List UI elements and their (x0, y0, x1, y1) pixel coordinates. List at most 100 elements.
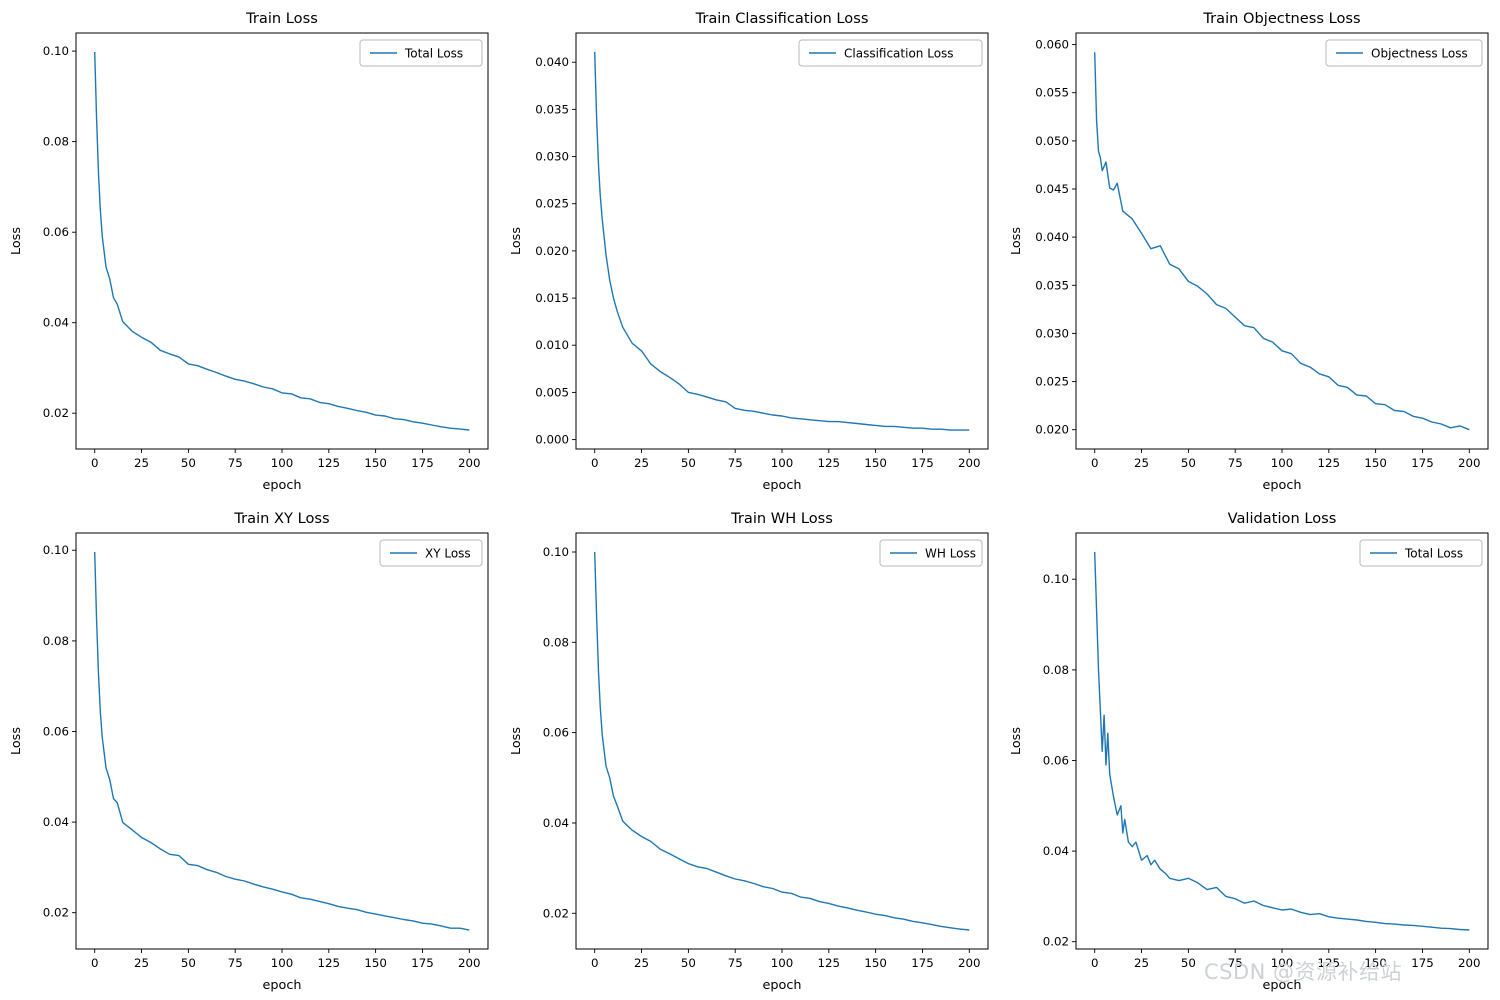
x-tick-label: 150 (864, 956, 887, 970)
legend: Objectness Loss (1325, 39, 1483, 67)
x-tick-label: 175 (411, 956, 434, 970)
x-tick-label: 100 (771, 456, 794, 470)
chart-title: Train Objectness Loss (1202, 10, 1360, 27)
x-tick-label: 200 (458, 956, 481, 970)
x-axis-label: epoch (763, 978, 802, 993)
chart-title: Train Loss (245, 10, 318, 27)
x-tick-label: 200 (1458, 456, 1481, 470)
y-tick-label: 0.025 (535, 197, 569, 211)
x-tick-label: 75 (228, 456, 243, 470)
y-tick-label: 0.035 (535, 102, 569, 116)
y-tick-label: 0.08 (543, 635, 569, 649)
y-axis-label: Loss (1009, 727, 1024, 755)
x-tick-label: 25 (134, 956, 149, 970)
legend: Total Loss (359, 39, 483, 67)
x-tick-label: 125 (1318, 456, 1341, 470)
loss-curve (1094, 52, 1470, 431)
y-tick-label: 0.010 (535, 338, 569, 352)
x-tick-label: 0 (1091, 456, 1099, 470)
chart-title: Train WH Loss (730, 510, 833, 527)
x-axis-label: epoch (1263, 478, 1302, 493)
x-tick-label: 75 (1228, 956, 1243, 970)
legend-label: Classification Loss (844, 47, 954, 61)
legend-label: Objectness Loss (1371, 47, 1468, 61)
loss-curve (94, 51, 470, 431)
x-tick-label: 50 (1181, 456, 1196, 470)
y-tick-label: 0.08 (1043, 663, 1069, 677)
x-tick-label: 25 (134, 456, 149, 470)
x-tick-label: 100 (271, 456, 294, 470)
plot-svg: Validation Loss 0 25 50 75 100 125 150 175 200 0.0… (1009, 510, 1489, 993)
y-tick-label: 0.050 (1035, 134, 1069, 148)
x-tick-label: 175 (411, 456, 434, 470)
x-tick-label: 125 (818, 956, 841, 970)
chart-title: Train Classification Loss (695, 10, 869, 27)
axes-frame (575, 32, 989, 450)
x-tick-label: 100 (1271, 956, 1294, 970)
y-tick-label: 0.060 (1035, 38, 1069, 52)
y-tick-label: 0.10 (543, 545, 569, 559)
loss-curve (594, 51, 970, 431)
y-tick-label: 0.02 (1043, 935, 1069, 949)
chart-train-objectness-loss: Train Objectness Loss 0 25 50 75 100 125 150 175… (1000, 0, 1500, 500)
x-tick-label: 75 (728, 456, 743, 470)
y-tick-label: 0.020 (535, 244, 569, 258)
y-tick-label: 0.025 (1035, 375, 1069, 389)
x-tick-label: 25 (634, 456, 649, 470)
y-tick-label: 0.040 (535, 55, 569, 69)
legend: Classification Loss (798, 39, 983, 67)
y-tick-label: 0.06 (1043, 754, 1069, 768)
legend-label: XY Loss (425, 547, 471, 561)
x-tick-label: 0 (591, 956, 599, 970)
x-tick-label: 175 (1411, 456, 1434, 470)
y-tick-label: 0.005 (535, 385, 569, 399)
x-tick-label: 50 (681, 956, 696, 970)
x-tick-label: 125 (318, 956, 341, 970)
x-tick-label: 125 (1318, 956, 1341, 970)
y-tick-label: 0.08 (43, 634, 69, 648)
x-axis-label: epoch (263, 978, 302, 993)
axes-frame (1075, 32, 1489, 450)
x-tick-label: 75 (728, 956, 743, 970)
y-tick-label: 0.08 (43, 135, 69, 149)
x-tick-label: 75 (228, 956, 243, 970)
y-axis-label: Loss (509, 227, 524, 255)
plot-svg: Train Loss 0 25 50 75 100 125 150 175 200 0.02 0.04… (9, 10, 489, 493)
x-tick-label: 200 (458, 456, 481, 470)
x-axis-label: epoch (1263, 978, 1302, 993)
y-tick-label: 0.06 (43, 225, 69, 239)
x-tick-label: 25 (634, 956, 649, 970)
x-tick-label: 200 (958, 456, 981, 470)
legend: XY Loss (379, 539, 483, 567)
x-tick-label: 0 (91, 956, 99, 970)
chart-train-classification-loss: Train Classification Loss 0 25 50 75 100 125 15… (500, 0, 1000, 500)
legend: Total Loss (1359, 539, 1483, 567)
x-axis-label: epoch (763, 478, 802, 493)
chart-title: Validation Loss (1228, 510, 1337, 527)
y-tick-label: 0.030 (1035, 326, 1069, 340)
x-tick-label: 0 (591, 456, 599, 470)
x-tick-label: 50 (181, 456, 196, 470)
y-tick-label: 0.02 (43, 906, 69, 920)
x-tick-label: 50 (181, 956, 196, 970)
y-axis-label: Loss (9, 727, 24, 755)
y-tick-label: 0.06 (543, 726, 569, 740)
plot-svg: Train XY Loss 0 25 50 75 100 125 150 175 200 0.02 0… (9, 510, 489, 993)
plot-svg: Train WH Loss 0 25 50 75 100 125 150 175 200 0.02 0… (509, 510, 989, 993)
y-tick-label: 0.015 (535, 291, 569, 305)
y-axis-label: Loss (509, 727, 524, 755)
x-tick-label: 50 (681, 456, 696, 470)
x-tick-label: 25 (1134, 456, 1149, 470)
y-tick-label: 0.02 (543, 906, 569, 920)
y-tick-label: 0.04 (543, 816, 569, 830)
y-tick-label: 0.040 (1035, 230, 1069, 244)
loss-curve (1094, 551, 1470, 931)
x-tick-label: 50 (1181, 956, 1196, 970)
y-tick-label: 0.000 (535, 433, 569, 447)
y-tick-label: 0.045 (1035, 182, 1069, 196)
x-tick-label: 150 (1364, 456, 1387, 470)
axes-frame (75, 532, 489, 950)
plot-svg: Train Objectness Loss 0 25 50 75 100 125 150 175… (1009, 10, 1489, 493)
